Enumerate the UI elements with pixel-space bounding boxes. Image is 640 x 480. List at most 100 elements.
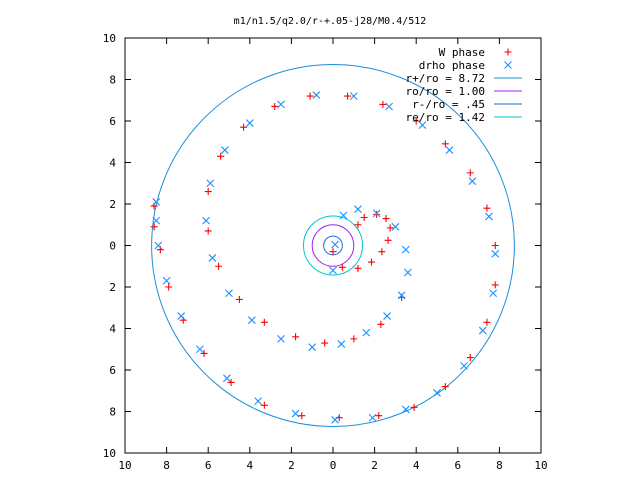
data-point — [162, 276, 171, 285]
data-point — [277, 334, 285, 343]
data-point — [260, 318, 268, 326]
legend-label: W phase — [439, 46, 485, 59]
y-tick-label: 6 — [109, 115, 116, 128]
data-point — [384, 236, 392, 244]
x-tick-label: 6 — [454, 459, 461, 472]
data-point — [368, 413, 377, 422]
reference-circles — [151, 64, 515, 427]
data-point — [215, 262, 223, 270]
data-point — [433, 388, 441, 397]
x-tick-label: 2 — [288, 459, 295, 472]
data-point — [331, 415, 339, 424]
data-point — [412, 117, 420, 125]
data-point — [491, 242, 499, 249]
data-point — [225, 289, 233, 298]
data-point — [349, 92, 358, 100]
y-tick-label: 2 — [109, 198, 116, 211]
data-point — [150, 223, 158, 231]
x-tick-label: 0 — [330, 459, 337, 472]
chart-title: m1/n1.5/q2.0/r-+.05-j28/M0.4/512 — [234, 16, 427, 27]
data-point — [445, 146, 454, 154]
data-points — [150, 91, 500, 424]
data-point — [491, 249, 500, 258]
data-point — [478, 326, 487, 335]
data-point — [235, 295, 243, 303]
reference-circle-3 — [302, 215, 364, 276]
x-tick-label: 4 — [246, 459, 253, 472]
data-point — [401, 245, 410, 254]
data-point — [373, 210, 381, 218]
data-point — [154, 241, 163, 250]
data-point — [385, 102, 394, 111]
data-point — [466, 354, 474, 362]
data-point — [254, 397, 263, 406]
data-point — [466, 169, 474, 177]
data-point — [382, 215, 390, 223]
legend-swatch — [504, 61, 512, 69]
x-tick-label: 8 — [163, 459, 170, 472]
data-point — [397, 291, 406, 300]
x-tick-label: 2 — [371, 459, 378, 472]
data-point — [292, 333, 300, 341]
data-point — [312, 91, 321, 99]
x-tick-label: 10 — [534, 459, 547, 472]
data-point — [391, 222, 400, 231]
data-point — [247, 316, 256, 325]
y-tick-label: 10 — [103, 447, 116, 460]
x-tick-label: 8 — [496, 459, 503, 472]
data-point — [152, 198, 161, 206]
data-point — [377, 320, 385, 328]
data-point — [227, 378, 235, 386]
data-point — [383, 312, 391, 320]
series-1 — [152, 91, 500, 424]
data-point — [217, 152, 225, 160]
legend-label: r-/ro = .45 — [412, 98, 485, 111]
data-point — [204, 188, 212, 196]
data-point — [308, 343, 317, 352]
data-point — [441, 140, 449, 148]
data-point — [354, 264, 362, 272]
data-point — [298, 412, 306, 420]
y-tick-label: 8 — [109, 74, 116, 87]
data-point — [460, 361, 468, 370]
data-point — [485, 212, 493, 221]
data-point — [329, 248, 337, 256]
data-point — [339, 211, 348, 220]
data-point — [220, 146, 229, 154]
data-point — [260, 401, 268, 409]
legend-label: ro/ro = 1.00 — [406, 85, 485, 98]
data-point — [410, 403, 418, 411]
data-point — [418, 121, 427, 130]
data-point — [468, 177, 477, 186]
y-tick-label: 2 — [109, 281, 116, 294]
data-point — [489, 289, 498, 298]
data-point — [362, 328, 371, 337]
data-point — [208, 254, 217, 262]
reference-circle-1 — [311, 224, 355, 267]
data-point — [195, 345, 204, 354]
data-point — [344, 92, 352, 100]
data-point — [483, 318, 491, 326]
data-point — [483, 204, 491, 212]
y-tick-label: 4 — [109, 323, 116, 336]
y-tick-label: 4 — [109, 157, 116, 170]
data-point — [367, 258, 375, 266]
data-point — [378, 248, 386, 256]
legend-label: r+/ro = 8.72 — [406, 72, 485, 85]
data-point — [329, 266, 337, 275]
data-point — [401, 405, 410, 414]
reference-circle-0 — [151, 64, 515, 427]
x-tick-label: 6 — [205, 459, 212, 472]
data-point — [271, 102, 279, 110]
data-point — [441, 383, 449, 391]
data-point — [354, 221, 362, 229]
legend-swatch — [504, 48, 512, 56]
data-point — [200, 349, 208, 357]
data-point — [206, 179, 215, 188]
data-point — [202, 216, 211, 225]
legend-label: drho phase — [419, 59, 485, 72]
data-point — [204, 227, 212, 235]
data-point — [372, 209, 381, 218]
data-point — [321, 339, 329, 347]
